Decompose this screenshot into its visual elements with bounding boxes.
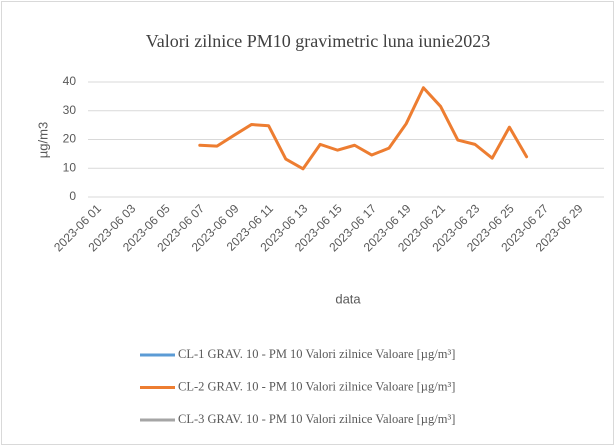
chart-title: Valori zilnice PM10 gravimetric luna iun…	[146, 31, 490, 51]
legend-label: CL-3 GRAV. 10 - PM 10 Valori zilnice Val…	[178, 412, 455, 426]
y-tick-label: 0	[69, 189, 76, 203]
legend-label: CL-2 GRAV. 10 - PM 10 Valori zilnice Val…	[178, 379, 455, 393]
data-line	[198, 86, 529, 171]
y-axis-label: µg/m3	[35, 122, 50, 158]
x-axis-label: data	[335, 291, 361, 306]
y-tick-label: 30	[63, 103, 77, 117]
y-tick-label: 20	[63, 132, 77, 146]
legend-label: CL-1 GRAV. 10 - PM 10 Valori zilnice Val…	[178, 347, 455, 361]
y-tick-label: 10	[63, 160, 77, 174]
y-tick-label: 40	[63, 74, 77, 88]
